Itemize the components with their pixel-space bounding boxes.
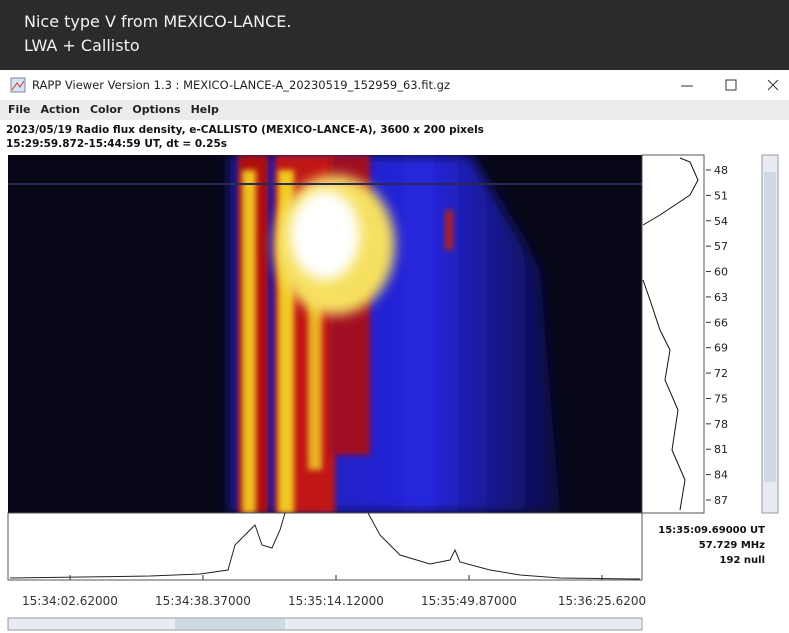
horizontal-scrollbar[interactable] (8, 618, 642, 630)
maximize-button[interactable] (726, 80, 736, 90)
light-curve-panel (8, 513, 642, 580)
frequency-tick-label: 63 (714, 291, 728, 304)
frequency-tick-label: 48 (714, 164, 728, 177)
frequency-tick-label: 69 (714, 342, 728, 355)
post-line: LWA + Callisto (24, 36, 140, 55)
menu-item[interactable]: Action (41, 103, 80, 116)
frequency-tick-label: 60 (714, 266, 728, 279)
post-header: Nice type V from MEXICO-LANCE. LWA + Cal… (0, 0, 789, 70)
frequency-tick-label: 72 (714, 367, 728, 380)
scroll-thumb[interactable] (175, 619, 285, 629)
frequency-tick-label: 78 (714, 418, 728, 431)
time-tick-label: 15:34:02.62000 (22, 594, 118, 608)
menu-bar: File Action Color Options Help (0, 100, 789, 120)
info-line: 15:29:59.872-15:44:59 UT, dt = 0.25s (6, 138, 227, 150)
window-titlebar: RAPP Viewer Version 1.3 : MEXICO-LANCE-A… (0, 70, 789, 100)
scroll-thumb[interactable] (764, 172, 776, 482)
window-controls (669, 70, 789, 100)
time-tick-label: 15:35:49.87000 (421, 594, 517, 608)
info-line: 2023/05/19 Radio flux density, e-CALLIST… (6, 124, 484, 136)
menu-item[interactable]: Help (191, 103, 219, 116)
time-tick-label: 15:36:25.6200 (558, 594, 646, 608)
readout-line: 57.729 MHz (699, 540, 765, 551)
page: {"post": {"lines": ["Nice type V from ME… (0, 0, 789, 633)
menu-item[interactable]: Color (90, 103, 122, 116)
frequency-tick-label: 84 (714, 469, 728, 482)
time-tick-label: 15:35:14.12000 (288, 594, 384, 608)
window-title: RAPP Viewer Version 1.3 : MEXICO-LANCE-A… (32, 78, 450, 92)
close-button[interactable] (768, 80, 778, 90)
frequency-tick-label: 81 (714, 443, 728, 456)
spectrogram (8, 155, 642, 513)
app-icon (10, 77, 26, 93)
frequency-tick-label: 57 (714, 240, 728, 253)
post-line: Nice type V from MEXICO-LANCE. (24, 12, 291, 31)
viewer: 48 51 54 57 60 63 66 69 72 75 78 81 84 87 15:34:02.62… (0, 150, 789, 633)
frequency-tick-label: 66 (714, 316, 728, 329)
frequency-tick-label: 54 (714, 215, 728, 228)
time-tick-label: 15:34:38.37000 (155, 594, 251, 608)
readout-line: 192 null (720, 555, 765, 566)
profile-panel (642, 155, 704, 513)
frequency-tick-label: 87 (714, 494, 728, 507)
frequency-tick-label: 51 (714, 189, 728, 202)
readout-line: 15:35:09.69000 UT (658, 525, 765, 536)
menu-item[interactable]: Options (132, 103, 180, 116)
menu-item[interactable]: File (8, 103, 31, 116)
frequency-tick-label: 75 (714, 392, 728, 405)
